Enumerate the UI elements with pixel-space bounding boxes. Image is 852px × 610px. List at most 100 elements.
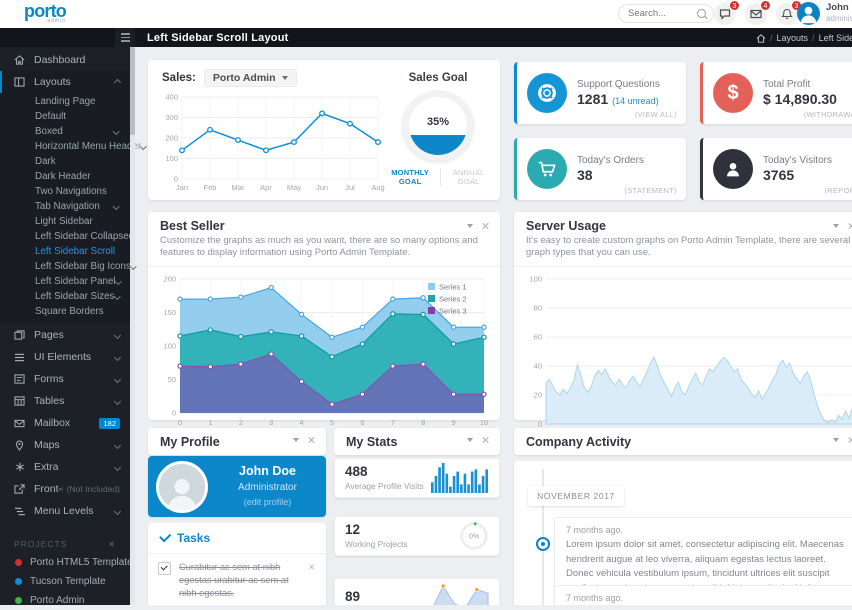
chevron-down-icon (113, 463, 122, 471)
close-icon[interactable] (482, 436, 490, 444)
svg-text:60: 60 (534, 332, 542, 341)
search-icon[interactable] (697, 9, 706, 18)
sidebar-item-layouts[interactable]: Layouts (0, 71, 130, 93)
sidebar-subitem-horizontal-menu-header[interactable]: Horizontal Menu Header (0, 139, 147, 154)
close-icon[interactable] (482, 222, 490, 230)
search-input[interactable] (626, 7, 697, 20)
svg-text:Series 1: Series 1 (439, 282, 467, 291)
sales-source-dropdown[interactable]: Porto Admin (203, 69, 297, 87)
alerts-button[interactable]: 3 (776, 0, 802, 25)
panel-subtitle: It's easy to create custom graphs on Por… (526, 235, 851, 259)
tile-todays-visitors: Today's Visitors 3765 (REPORT) (700, 138, 852, 200)
sidebar-subitem-dark[interactable]: Dark (35, 156, 56, 167)
tile-value: $ 14,890.30 (763, 91, 837, 107)
sidebar-item-menu-levels[interactable]: Menu Levels (0, 500, 130, 522)
sidebar-subitem-square-borders[interactable]: Square Borders (35, 306, 104, 317)
sidebar-subitem-left-sidebar-collapsed[interactable]: Left Sidebar Collapsed (35, 231, 135, 242)
mail-button[interactable]: 4 (745, 0, 771, 25)
sidebar-item-label: Front-End (34, 483, 63, 495)
menu-levels-icon (12, 507, 27, 516)
form-icon (12, 374, 27, 384)
user-name: John Doe Junior (826, 2, 852, 14)
sidebar-item-tables[interactable]: Tables (0, 390, 130, 412)
breadcrumb-layouts[interactable]: Layouts (776, 33, 809, 43)
edit-profile-link[interactable]: (edit profile) (243, 497, 292, 508)
breadcrumb-current: Left Sidebar Scroll (818, 33, 852, 43)
chevron-down-icon (113, 353, 122, 361)
monthly-goal-link[interactable]: MONTHLY GOAL (391, 168, 430, 186)
sidebar-scrollbar[interactable] (130, 47, 135, 605)
sidebar-subitem-tab-navigation[interactable]: Tab Navigation (0, 199, 130, 214)
search-box[interactable] (618, 4, 714, 23)
close-icon[interactable] (308, 436, 316, 444)
sidebar-subitem-boxed[interactable]: Boxed (0, 124, 130, 139)
avatar (797, 2, 820, 25)
sidebar-item-maps[interactable]: Maps (0, 434, 130, 456)
collapse-icon[interactable] (467, 438, 473, 442)
annual-goal-link[interactable]: ANNUAL GOAL (440, 168, 490, 186)
task-checkbox-checked[interactable] (158, 562, 171, 575)
sidebar-subitem-left-sidebar-panel[interactable]: Left Sidebar Panel (0, 274, 130, 289)
gauge-percentage: 35% (426, 115, 450, 128)
pages-icon (12, 330, 27, 340)
svg-text:4: 4 (300, 418, 304, 427)
server-usage-area-chart: 0 20 40 60 80 100 (522, 273, 852, 429)
project-item-porto-html5[interactable]: Porto HTML5 Template (0, 553, 133, 572)
mail-icon (750, 9, 762, 19)
collapse-icon[interactable] (467, 224, 473, 228)
report-link[interactable]: (REPORT) (824, 186, 852, 195)
sidebar-item-extra[interactable]: Extra (0, 456, 130, 478)
collapse-icon[interactable] (293, 438, 299, 442)
sidebar-subitem-left-sidebar-big-icons[interactable]: Left Sidebar Big Icons (0, 259, 137, 274)
svg-text:0: 0 (538, 419, 542, 428)
user-menu[interactable]: John Doe Junior administrator (797, 2, 852, 25)
avatar (156, 460, 208, 513)
close-icon[interactable] (848, 436, 852, 444)
sidebar-item-ui-elements[interactable]: UI Elements (0, 346, 130, 368)
tile-todays-orders: Today's Orders 38 (STATEMENT) (514, 138, 686, 200)
best-seller-area-chart: 0 50 100 150 200 0 1 2 3 4 5 6 7 8 9 10 Series 1 Series 2… (156, 273, 492, 429)
sidebar-item-dashboard[interactable]: Dashboard (0, 49, 130, 71)
sidebar-subitem-dark-header[interactable]: Dark Header (35, 171, 91, 182)
tile-value: 38 (577, 167, 593, 183)
sidebar-toggle-button[interactable] (115, 28, 135, 47)
shopping-cart-icon (527, 149, 567, 189)
sidebar-subitem-default[interactable]: Default (35, 111, 67, 122)
sidebar-scrollbar-thumb[interactable] (130, 47, 135, 135)
chevron-down-icon (113, 441, 122, 449)
home-icon[interactable] (756, 33, 766, 43)
close-icon[interactable] (848, 222, 852, 230)
sales-label: Sales: (162, 72, 196, 84)
statement-link[interactable]: (STATEMENT) (624, 186, 677, 195)
sidebar-item-mailbox[interactable]: Mailbox 182 (0, 412, 130, 434)
sidebar-subitem-light-sidebar[interactable]: Light Sidebar (35, 216, 93, 227)
entry-timestamp: 7 months ago. (566, 593, 624, 603)
collapse-icon[interactable] (833, 224, 839, 228)
sidebar-subitem-left-sidebar-sizes[interactable]: Left Sidebar Sizes (0, 289, 130, 304)
sidebar-item-pages[interactable]: Pages (0, 324, 130, 346)
sidebar-item-forms[interactable]: Forms (0, 368, 130, 390)
person-icon (713, 149, 753, 189)
remove-task-icon[interactable] (309, 564, 315, 570)
logo[interactable]: porto admin (24, 2, 67, 24)
close-icon[interactable] (109, 541, 115, 547)
svg-text:Feb: Feb (204, 183, 217, 192)
svg-text:0: 0 (174, 175, 178, 184)
profile-role: Administrator (238, 482, 297, 494)
svg-text:200: 200 (165, 134, 178, 143)
sidebar-item-label: Layouts (34, 76, 71, 88)
chat-button[interactable]: 3 (714, 0, 740, 25)
sidebar-subitem-landing-page[interactable]: Landing Page (35, 96, 96, 107)
withdrawal-link[interactable]: (WITHDRAWAL) (803, 110, 852, 119)
breadcrumb: / Layouts / Left Sidebar Scroll (756, 33, 852, 43)
project-item-porto-admin[interactable]: Porto Admin (0, 591, 130, 610)
sidebar-item-front-end[interactable]: Front-End (Not Included) (0, 478, 130, 500)
svg-text:Aug: Aug (371, 183, 384, 192)
view-all-link[interactable]: (VIEW ALL) (634, 110, 677, 119)
tasks-title: Tasks (177, 531, 211, 545)
sidebar-subitem-two-navigations[interactable]: Two Navigations (35, 186, 107, 197)
svg-text:Series 2: Series 2 (439, 294, 467, 303)
project-item-tucson[interactable]: Tucson Template (0, 572, 130, 591)
sidebar-subitem-left-sidebar-scroll[interactable]: Left Sidebar Scroll (35, 246, 116, 257)
collapse-icon[interactable] (833, 438, 839, 442)
